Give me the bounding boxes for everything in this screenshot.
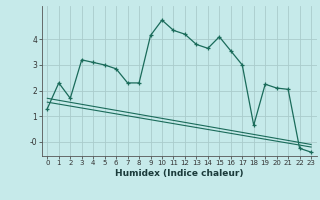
X-axis label: Humidex (Indice chaleur): Humidex (Indice chaleur)	[115, 169, 244, 178]
